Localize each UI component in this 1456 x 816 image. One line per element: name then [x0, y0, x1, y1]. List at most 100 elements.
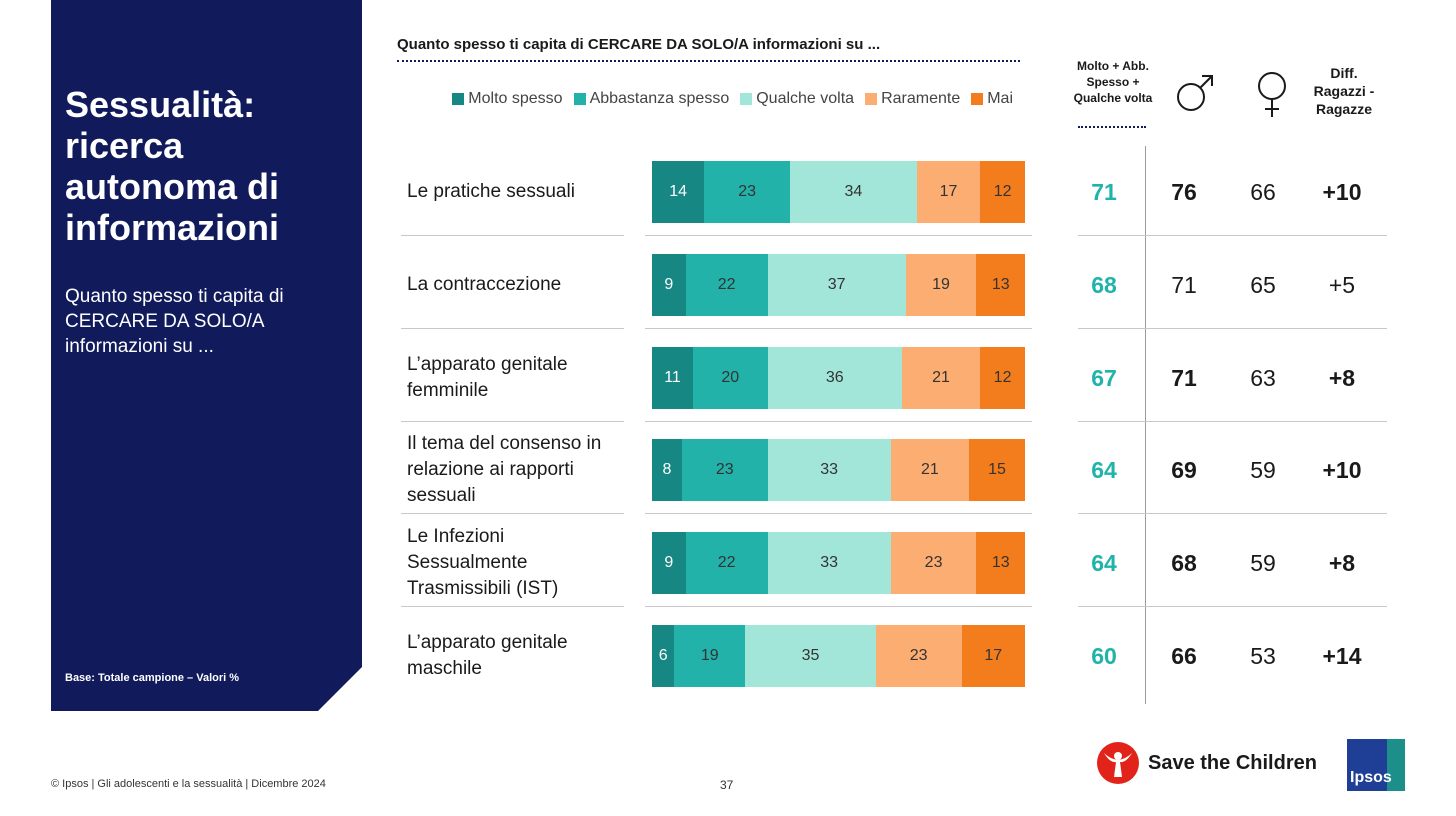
legend-item: Molto spesso: [452, 90, 563, 108]
save-the-children-emblem-icon: [1097, 742, 1139, 784]
bar-segment: 21: [890, 439, 970, 502]
save-the-children-logo: Save the Children: [1096, 741, 1317, 785]
legend-swatch: [971, 93, 984, 105]
legend-swatch: [452, 93, 465, 105]
boys-value: 69: [1171, 457, 1197, 484]
row-label: La contraccezione: [407, 273, 562, 295]
row-label: L’apparato genitale femminile: [407, 353, 568, 401]
stacked-bar: 9 22 37 19 13: [652, 253, 1025, 316]
stacked-bar: 14 23 34 17 12: [652, 161, 1025, 223]
bar-segment: 20: [693, 346, 768, 409]
title-divider: [397, 60, 1020, 62]
boys-value: 76: [1171, 179, 1197, 205]
legend-label: Molto spesso: [468, 90, 563, 107]
bar-segment: 22: [685, 253, 768, 316]
row-divider: [1078, 235, 1387, 236]
legend-item: Abbastanza spesso: [573, 90, 729, 108]
diff-value: +14: [1322, 643, 1362, 669]
bar-segment: 23: [681, 439, 768, 502]
page-subtitle: Quanto spesso ti capita di CERCARE DA SO…: [65, 286, 284, 357]
bar-segment: 33: [767, 532, 891, 595]
row-divider: [401, 513, 624, 515]
ipsos-text: Ipsos: [1350, 769, 1392, 786]
bar-segment: 19: [674, 625, 746, 687]
bar-segment: 17: [961, 625, 1025, 687]
diff-value: +10: [1322, 179, 1362, 205]
total-value: 60: [1091, 643, 1117, 669]
row-divider: [1078, 513, 1387, 515]
header-total: Molto + Abb. Spesso + Qualche volta: [1073, 59, 1153, 105]
bar-segment: 36: [767, 346, 902, 409]
row-label: L’apparato genitale maschile: [407, 632, 568, 679]
row-label: Le pratiche sessuali: [407, 181, 575, 202]
girls-value: 59: [1250, 550, 1276, 577]
bar-segment: 9: [652, 532, 686, 595]
diff-value: +8: [1328, 550, 1356, 577]
diff-value: +8: [1328, 364, 1356, 391]
bar-segment: 34: [790, 161, 917, 223]
row-divider: [401, 235, 624, 236]
girls-value: 63: [1250, 364, 1276, 391]
row-divider: [401, 606, 624, 608]
row-divider: [645, 420, 1032, 422]
row-divider: [645, 235, 1032, 236]
chart-title: Quanto spesso ti capita di CERCARE DA SO…: [397, 36, 881, 53]
legend-label: Qualche volta: [756, 90, 855, 107]
header-total-divider: [1078, 126, 1146, 128]
ipsos-logo: Ipsos: [1347, 739, 1405, 791]
female-symbol-icon: [1258, 72, 1286, 117]
total-value: 67: [1091, 364, 1117, 391]
total-value: 68: [1091, 271, 1117, 298]
diff-value: +10: [1322, 457, 1362, 484]
row-divider: [401, 327, 624, 329]
legend-item: Raramente: [865, 90, 960, 108]
diff-value: +5: [1328, 271, 1356, 298]
table-vertical-divider: [1145, 146, 1146, 704]
bar-segment: 14: [652, 161, 705, 223]
bar-segment: 22: [685, 532, 768, 595]
bar-segment: 35: [745, 625, 876, 687]
bar-segment: 23: [704, 161, 790, 223]
bar-segment: 13: [976, 253, 1025, 316]
row-divider: [1078, 606, 1387, 608]
bar-segment: 15: [969, 439, 1025, 502]
page-number: 37: [720, 778, 734, 792]
row-divider: [645, 606, 1032, 608]
girls-value: 53: [1250, 643, 1276, 669]
bar-segment: 12: [980, 161, 1025, 223]
bar-segment: 12: [980, 346, 1025, 409]
header-diff: Diff. Ragazzi - Ragazze: [1313, 65, 1375, 117]
bar-segment: 8: [652, 439, 682, 502]
stacked-bar: 11 20 36 21 12: [652, 346, 1025, 409]
bar-segment: 13: [976, 532, 1025, 595]
legend-item: Qualche volta: [740, 90, 854, 108]
row-divider: [401, 420, 624, 422]
bar-segment: 17: [916, 161, 981, 223]
bar-segment: 37: [767, 253, 906, 316]
bar-segment: 23: [875, 625, 962, 687]
bar-segment: 33: [767, 439, 891, 502]
row-divider: [645, 327, 1032, 329]
total-value: 64: [1091, 550, 1117, 577]
boys-value: 71: [1171, 364, 1197, 391]
girls-value: 59: [1250, 457, 1276, 484]
side-panel: Sessualità: ricerca autonoma di informaz…: [51, 0, 362, 711]
boys-value: 68: [1171, 550, 1197, 577]
stacked-bar: 8 23 33 21 15: [652, 439, 1025, 502]
boys-value: 66: [1171, 643, 1197, 669]
chart-legend: Molto spesso Abbastanza spesso Qualche vol…: [0, 90, 1013, 108]
row-label: Le Infezioni Sessualmente Trasmissibili …: [407, 526, 559, 600]
base-note: Base: Totale campione – Valori %: [65, 672, 240, 684]
total-value: 64: [1091, 457, 1117, 484]
legend-swatch: [573, 93, 586, 105]
bar-segment: 21: [901, 346, 981, 409]
stacked-bar: 6 19 35 23 17: [652, 625, 1025, 687]
row-divider: [645, 513, 1032, 515]
legend-swatch: [740, 93, 753, 105]
bar-segment: 19: [905, 253, 977, 316]
legend-label: Raramente: [881, 90, 961, 107]
bar-segment: 23: [890, 532, 977, 595]
total-value: 71: [1091, 179, 1117, 205]
row-label: Il tema del consenso in relazione ai rap…: [407, 433, 602, 507]
bar-segment: 11: [652, 346, 694, 409]
